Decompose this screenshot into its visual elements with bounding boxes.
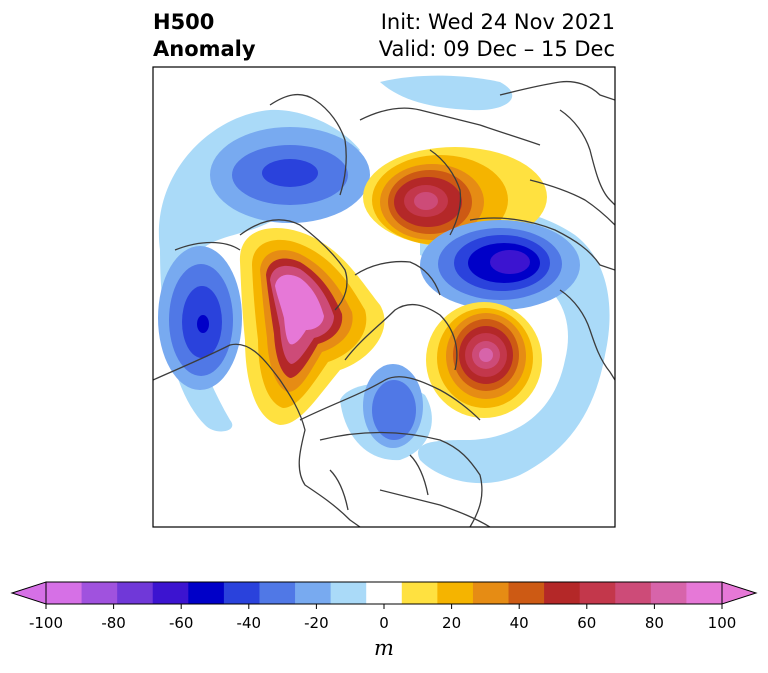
title-field: Anomaly	[153, 37, 256, 61]
map-frame	[152, 66, 616, 528]
title-valid-range: Valid: 09 Dec – 15 Dec	[378, 37, 615, 61]
chart-title-right: Init: Wed 24 Nov 2021 Valid: 09 Dec – 15…	[379, 9, 615, 63]
colorbar-swatch	[437, 582, 474, 604]
colorbar-swatch	[330, 582, 367, 604]
colorbar-swatch	[366, 582, 403, 604]
colorbar-swatch	[579, 582, 616, 604]
coastlines-and-borders	[153, 80, 615, 527]
colorbar-tick-label: -80	[101, 614, 126, 632]
colorbar-swatch	[544, 582, 581, 604]
colorbar-tick-label: -100	[28, 614, 64, 632]
anomaly-aleutian-low	[158, 246, 242, 390]
title-init-date: Init: Wed 24 Nov 2021	[380, 10, 615, 34]
title-variable: H500	[153, 10, 215, 34]
colorbar-tick-label: -40	[236, 614, 262, 632]
colorbar-unit-label: m	[374, 636, 394, 660]
colorbar-tick-label: 60	[577, 614, 597, 632]
colorbar-tick-label: 0	[379, 614, 389, 632]
colorbar-swatch	[295, 582, 332, 604]
map-panel	[153, 67, 615, 527]
colorbar-extend-min	[10, 581, 47, 605]
colorbar-swatch	[117, 582, 154, 604]
colorbar-tick-label: 20	[442, 614, 462, 632]
anomaly-kara-sea-low	[420, 220, 580, 310]
colorbar-tick-label: 100	[707, 614, 737, 632]
anomaly-greenland-ridge	[426, 302, 542, 418]
anomaly-scandinavia-low	[210, 127, 370, 223]
chart-title-left: H500 Anomaly	[153, 9, 256, 63]
colorbar-extend-max	[721, 581, 758, 605]
colorbar-swatch	[508, 582, 545, 604]
colorbar-swatch	[650, 582, 687, 604]
colorbar-swatch	[472, 582, 510, 604]
colorbar	[10, 581, 758, 609]
colorbar-tick-label: 80	[644, 614, 664, 632]
colorbar-swatch	[188, 582, 225, 604]
colorbar-tick-label: -20	[304, 614, 329, 632]
colorbar-swatch	[401, 582, 438, 604]
colorbar-tick-label: 40	[509, 614, 529, 632]
colorbar-swatch	[223, 582, 260, 604]
colorbar-swatch	[152, 582, 189, 604]
colorbar-swatch	[46, 582, 83, 604]
colorbar-tick-label: -60	[168, 614, 194, 632]
colorbar-swatch	[615, 582, 652, 604]
anomaly-hudson-bay-trough	[363, 364, 423, 448]
colorbar-swatch	[81, 582, 118, 604]
colorbar-swatch	[686, 582, 723, 604]
colorbar-swatch	[259, 582, 296, 604]
